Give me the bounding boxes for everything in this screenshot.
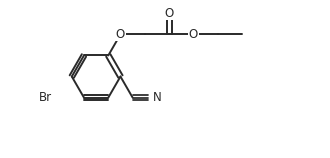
Text: Br: Br bbox=[39, 91, 52, 104]
Text: O: O bbox=[116, 28, 125, 41]
Text: O: O bbox=[164, 7, 174, 20]
Text: O: O bbox=[189, 28, 198, 41]
Text: N: N bbox=[153, 91, 162, 104]
